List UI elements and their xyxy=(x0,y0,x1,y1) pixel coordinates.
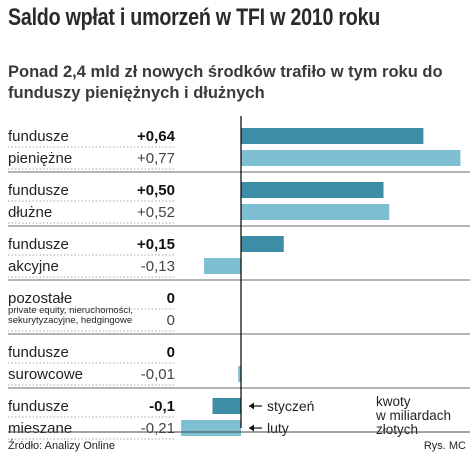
value-label-feb: -0,21 xyxy=(141,420,175,437)
row-label: fundusze xyxy=(8,344,69,361)
value-label-jan: 0 xyxy=(167,344,175,361)
value-label-jan: +0,50 xyxy=(137,182,175,199)
credit-note: Rys. MC xyxy=(423,440,466,452)
bar-feb xyxy=(203,258,241,274)
bar-feb xyxy=(241,204,390,220)
legend-arrow-head xyxy=(249,424,254,432)
value-label-feb: +0,52 xyxy=(137,204,175,221)
bar-feb xyxy=(238,366,241,382)
value-label-feb: +0,77 xyxy=(137,150,175,167)
legend-arrow-head xyxy=(249,402,254,410)
legend-label: luty xyxy=(267,420,289,436)
bar-feb xyxy=(181,420,241,436)
value-label-jan: +0,15 xyxy=(137,236,175,253)
bar-feb xyxy=(241,150,461,166)
value-label-feb: -0,13 xyxy=(141,258,175,275)
row-label: pozostałe xyxy=(8,290,72,307)
row-label: dłużne xyxy=(8,204,52,221)
value-label-feb: 0 xyxy=(167,312,175,329)
value-label-feb: -0,01 xyxy=(141,366,175,383)
value-label-jan: 0 xyxy=(167,290,175,307)
bar-jan xyxy=(212,398,241,414)
row-sublabel: sekurytyzacyjne, hedgingowe xyxy=(8,315,132,326)
bar-jan xyxy=(241,236,284,252)
unit-note-line: kwoty xyxy=(376,394,411,409)
row-label: fundusze xyxy=(8,128,69,145)
row-label: surowcowe xyxy=(8,366,83,383)
chart-subtitle: Ponad 2,4 mld zł nowych środków trafiło … xyxy=(8,63,443,102)
bar-jan xyxy=(241,128,424,144)
unit-note-line: złotych xyxy=(376,422,418,437)
row-label: fundusze xyxy=(8,236,69,253)
source-note: Źródło: Analizy Online xyxy=(8,440,115,452)
row-label: fundusze xyxy=(8,182,69,199)
chart-title: Saldo wpłat i umorzeń w TFI w 2010 roku xyxy=(8,4,381,31)
value-label-jan: +0,64 xyxy=(137,128,176,145)
bar-jan xyxy=(241,182,384,198)
legend-label: styczeń xyxy=(267,398,314,414)
row-label: akcyjne xyxy=(8,258,59,275)
row-label: fundusze xyxy=(8,398,69,415)
value-label-jan: -0,1 xyxy=(149,398,175,415)
row-sublabel: private equity, nieruchomości, xyxy=(8,305,133,316)
unit-note-line: w miliardach xyxy=(375,408,451,423)
row-label: pieniężne xyxy=(8,150,72,167)
row-label: mieszane xyxy=(8,420,72,437)
